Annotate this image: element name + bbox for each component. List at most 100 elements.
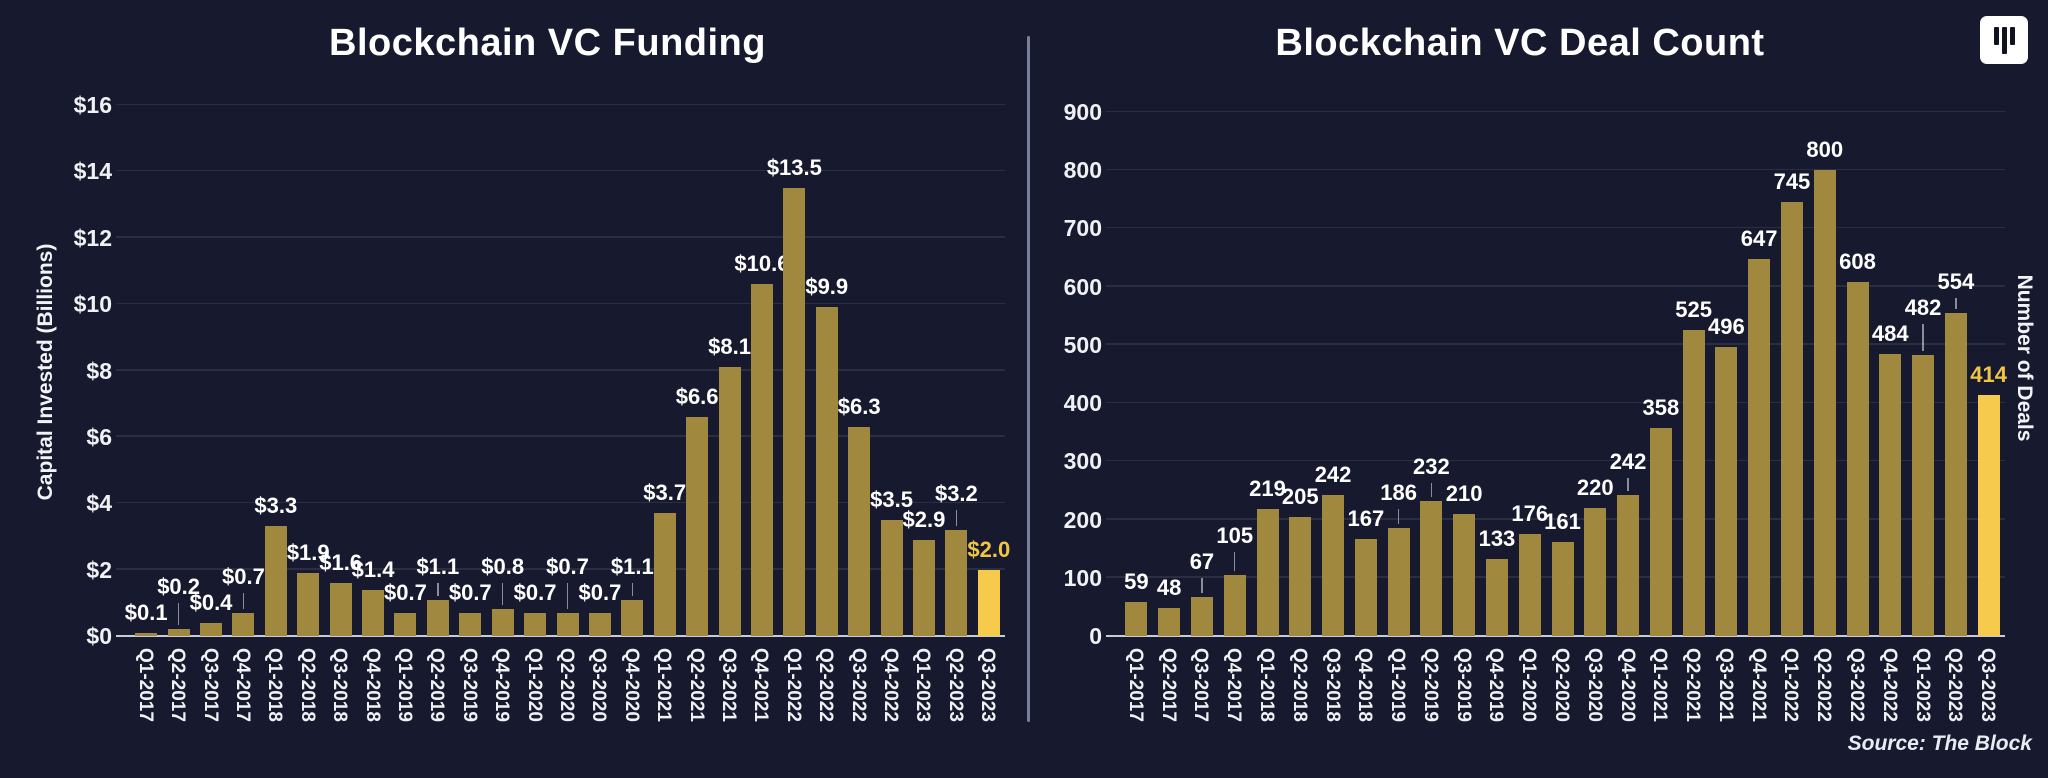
funding-label-leader-line xyxy=(566,582,569,609)
deal-count-bar xyxy=(1125,601,1148,636)
funding-bar xyxy=(135,632,158,636)
funding-value-label: $2.0 xyxy=(967,536,1011,562)
funding-gridline xyxy=(116,169,1005,172)
deal-count-x-tick-label: Q1-2023 xyxy=(1911,648,1933,722)
funding-x-tick-label: Q3-2020 xyxy=(588,648,610,722)
deal-count-value-label: 232 xyxy=(1413,453,1450,479)
deal-count-chart-title: Blockchain VC Deal Count xyxy=(1275,22,1765,64)
deal-count-y-tick-label: 900 xyxy=(1063,99,1102,125)
deal-count-value-label: 482 xyxy=(1904,295,1942,321)
deal-count-x-tick-label: Q3-2018 xyxy=(1321,648,1343,722)
deal-count-x-tick-label: Q4-2021 xyxy=(1747,648,1769,722)
funding-value-label: $0.2 xyxy=(157,573,201,599)
deal-count-gridline xyxy=(1106,401,2005,404)
panel-divider xyxy=(1027,36,1030,722)
deal-count-y-tick-label: 200 xyxy=(1063,506,1102,533)
funding-label-leader-line xyxy=(177,602,180,626)
funding-x-tick-label: Q4-2018 xyxy=(361,648,383,722)
deal-count-y-tick-label: 600 xyxy=(1063,273,1102,300)
funding-value-label: $3.7 xyxy=(643,480,687,506)
deal-count-x-tick-label: Q2-2022 xyxy=(1813,648,1835,722)
funding-x-tick-label: Q2-2020 xyxy=(556,648,577,722)
funding-x-tick-label: Q3-2019 xyxy=(458,648,480,722)
funding-y-tick-label: $14 xyxy=(73,158,112,185)
funding-x-tick-label: Q1-2023 xyxy=(912,648,934,722)
funding-gridline xyxy=(116,302,1005,305)
funding-label-leader-line xyxy=(501,582,504,606)
funding-gridline xyxy=(116,103,1005,105)
deal-count-x-tick-label: Q3-2023 xyxy=(1977,648,1999,722)
deal-count-chart-panel: Blockchain VC Deal Count Number of Deals… xyxy=(1036,0,2048,778)
deal-count-bar xyxy=(1780,202,1803,636)
deal-count-x-tick-label: Q4-2020 xyxy=(1616,648,1638,722)
funding-bar xyxy=(200,622,223,636)
funding-bar xyxy=(912,539,935,636)
deal-count-value-label: 414 xyxy=(1970,361,2007,387)
funding-y-tick-label: $16 xyxy=(73,92,112,118)
deal-count-label-leader-line xyxy=(1627,477,1629,492)
funding-y-tick-label: $10 xyxy=(73,291,112,318)
deal-count-x-tick-label: Q1-2020 xyxy=(1518,648,1540,722)
funding-x-tick-label: Q1-2018 xyxy=(264,648,286,722)
deal-count-x-tick-label: Q2-2019 xyxy=(1419,648,1441,722)
deal-count-y-tick-label: 500 xyxy=(1063,331,1102,358)
funding-gridline xyxy=(116,501,1005,504)
deal-count-value-label: 133 xyxy=(1478,525,1516,551)
funding-label-leader-line xyxy=(242,592,245,609)
funding-y-tick-label: $0 xyxy=(86,623,112,649)
deal-count-bar xyxy=(1256,508,1279,636)
deal-count-value-label: 242 xyxy=(1609,448,1647,474)
funding-bar xyxy=(556,612,579,636)
funding-value-label: $6.3 xyxy=(837,393,881,419)
funding-x-tick-label: Q3-2022 xyxy=(847,648,869,722)
funding-value-label: $0.4 xyxy=(189,589,233,615)
funding-bar xyxy=(945,529,968,636)
deal-count-bar xyxy=(1551,542,1574,636)
deal-count-value-label: 525 xyxy=(1675,297,1712,323)
deal-count-bar xyxy=(1748,259,1771,636)
funding-value-label: $3.2 xyxy=(934,480,978,506)
deal-count-x-tick-label: Q4-2019 xyxy=(1485,648,1507,722)
funding-bar xyxy=(394,612,417,636)
funding-value-label: $0.7 xyxy=(222,563,265,589)
deal-count-y-tick-label: 400 xyxy=(1063,390,1102,417)
funding-x-tick-label: Q1-2021 xyxy=(653,648,675,722)
logo-bar-middle xyxy=(2002,27,2007,54)
deal-count-value-label: 167 xyxy=(1347,505,1385,531)
funding-x-tick-label: Q1-2019 xyxy=(393,648,415,722)
funding-y-tick-label: $2 xyxy=(86,556,112,583)
deal-count-x-tick-label: Q2-2021 xyxy=(1682,648,1704,722)
deal-count-x-tick-label: Q1-2022 xyxy=(1780,648,1802,722)
deal-count-bar xyxy=(1485,558,1508,636)
deal-count-gridline xyxy=(1106,110,2005,112)
funding-value-label: $13.5 xyxy=(766,154,822,180)
deal-count-x-tick-label: Q1-2019 xyxy=(1387,648,1409,722)
funding-bar xyxy=(588,612,611,636)
deal-count-label-leader-line xyxy=(1233,552,1236,571)
deal-count-value-label: 176 xyxy=(1511,500,1549,526)
deal-count-bar xyxy=(1813,170,1836,636)
deal-count-value-label: 220 xyxy=(1576,474,1614,500)
funding-x-tick-label: Q4-2022 xyxy=(880,648,902,722)
funding-chart-title: Blockchain VC Funding xyxy=(329,22,766,64)
funding-value-label: $0.7 xyxy=(578,579,622,605)
deal-count-x-tick-label: Q3-2017 xyxy=(1190,648,1212,722)
funding-bar xyxy=(750,284,773,636)
funding-value-label: $2.9 xyxy=(902,506,946,532)
deal-count-bar xyxy=(1879,354,1902,636)
funding-y-tick-label: $12 xyxy=(73,224,112,251)
funding-x-tick-label: Q3-2018 xyxy=(329,648,351,722)
funding-x-tick-label: Q2-2021 xyxy=(685,648,707,722)
deal-count-bar xyxy=(1158,608,1181,636)
funding-y-tick-label: $4 xyxy=(86,490,112,517)
funding-y-tick-label: $8 xyxy=(86,357,112,384)
deal-count-x-tick-label: Q3-2020 xyxy=(1583,648,1605,722)
deal-count-x-tick-label: Q3-2019 xyxy=(1452,648,1474,722)
the-block-logo xyxy=(1980,16,2028,64)
deal-count-label-leader-line xyxy=(1922,324,1924,352)
deal-count-x-tick-label: Q4-2018 xyxy=(1354,648,1376,722)
funding-value-label: $1.6 xyxy=(319,549,363,575)
funding-bar xyxy=(977,569,1000,636)
deal-count-gridline xyxy=(1106,226,2005,229)
deal-count-bar xyxy=(1453,513,1476,636)
